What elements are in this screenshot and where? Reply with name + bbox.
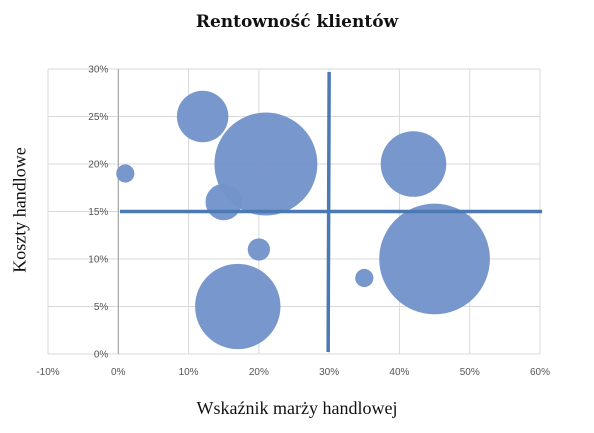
x-tick-label: 0%	[111, 367, 126, 378]
bubble	[205, 183, 242, 221]
y-tick-label: 25%	[88, 112, 108, 123]
x-tick-label: 40%	[389, 367, 409, 378]
bubble	[214, 112, 318, 216]
y-tick-label: 20%	[88, 160, 108, 171]
y-tick-label: 5%	[94, 302, 109, 313]
bubble	[380, 131, 447, 197]
chart-title: Rentowność klientów	[195, 12, 399, 32]
y-tick-label: 0%	[94, 350, 109, 361]
vertical-divider	[326, 71, 331, 353]
y-tick-label: 15%	[88, 207, 108, 218]
bubble	[195, 263, 281, 350]
x-tick-label: 60%	[530, 367, 550, 378]
x-tick-label: 10%	[179, 367, 199, 378]
y-tick-label: 10%	[88, 255, 108, 266]
x-tick-label: -10%	[36, 367, 59, 378]
x-tick-label: 50%	[460, 367, 480, 378]
x-tick-label: 20%	[249, 367, 269, 378]
bubble	[116, 164, 135, 183]
bubble	[379, 203, 490, 315]
y-tick-label: 30%	[88, 65, 108, 76]
x-tick-label: 30%	[319, 367, 339, 378]
bubble	[247, 238, 271, 261]
bubble	[176, 90, 229, 143]
bubble	[355, 268, 374, 288]
x-axis-label: Wskaźnik marży handlowej	[196, 398, 398, 418]
